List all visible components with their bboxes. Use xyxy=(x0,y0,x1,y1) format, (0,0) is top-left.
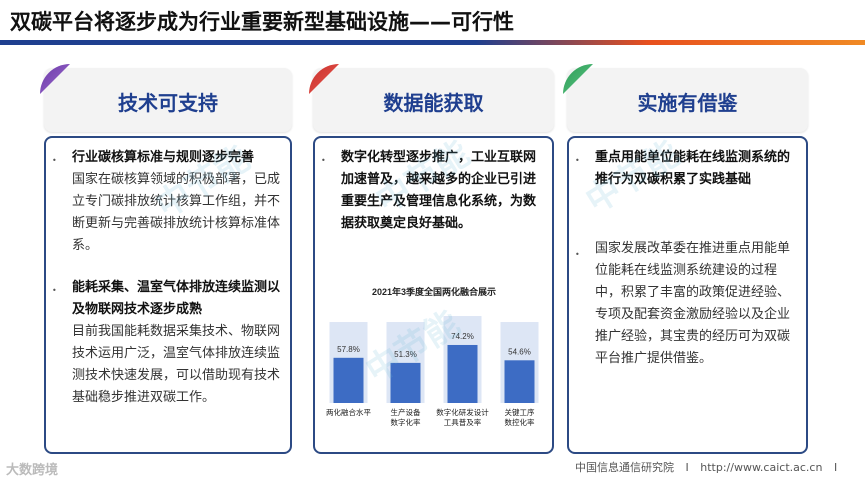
item-heading: 行业碳核算标准与规则逐步完善 xyxy=(72,150,255,165)
data-label: 57.8% xyxy=(337,345,360,354)
item-heading: 能耗采集、温室气体排放连续监测以及物联网技术逐步成熟 xyxy=(72,280,281,317)
footer-separator: I xyxy=(685,461,689,474)
card-header-technology: 技术可支持 xyxy=(40,64,292,132)
card-body-reference: • 重点用能单位能耗在线监测系统的推行为双碳积累了实践基础 • 国家发展改革委在… xyxy=(567,136,808,454)
card-header-reference: 实施有借鉴 xyxy=(563,64,808,132)
bullet-icon: • xyxy=(52,156,57,165)
title-underline xyxy=(0,40,865,45)
footer-url[interactable]: http://www.caict.ac.cn xyxy=(700,461,823,474)
footer: 中国信息通信研究院 I http://www.caict.ac.cn I xyxy=(575,459,845,475)
category-label: 数字化率 xyxy=(391,417,421,427)
item-text: 国家发展改革委在推进重点用能单位能耗在线监测系统建设的过程中，积累了丰富的政策促… xyxy=(595,241,791,366)
bar xyxy=(390,362,421,403)
item-text: 国家在碳核算领域的积极部署，已成立专门碳排放统计核算工作组，并不断更新与完善碳排… xyxy=(72,172,281,253)
fusion-bar-chart: 2021年3季度全国两化融合展示 57.8%两化融合水平51.3%生产设备数字化… xyxy=(326,286,539,427)
card-heading: 实施有借鉴 xyxy=(637,91,738,115)
category-label: 关键工序 xyxy=(505,407,535,417)
category-label: 数字化研发设计 xyxy=(436,407,489,417)
bullet-icon: • xyxy=(52,286,57,295)
footer-separator: I xyxy=(833,461,838,474)
data-label: 54.6% xyxy=(508,347,531,356)
bullet-icon: • xyxy=(321,156,326,165)
corner-logo: 大数跨境 xyxy=(6,463,59,478)
category-label: 生产设备 xyxy=(391,407,421,417)
bar xyxy=(504,360,535,403)
footer-org: 中国信息通信研究院 xyxy=(575,461,674,474)
bar xyxy=(333,357,364,403)
data-label: 51.3% xyxy=(394,350,417,359)
bullet-icon: • xyxy=(575,250,580,259)
chart-title: 2021年3季度全国两化融合展示 xyxy=(372,286,496,297)
card-heading: 技术可支持 xyxy=(118,91,218,115)
item-text: 目前我国能耗数据采集技术、物联网技术运用广泛，温室气体排放连续监测技术快速发展，… xyxy=(72,324,281,405)
bar xyxy=(447,344,478,403)
item-heading: 重点用能单位能耗在线监测系统的推行为双碳积累了实践基础 xyxy=(595,150,791,187)
category-label: 数控化率 xyxy=(505,417,535,427)
card-header-data: 数据能获取 xyxy=(309,64,554,132)
card-body-technology: • 行业碳核算标准与规则逐步完善 国家在碳核算领域的积极部署，已成立专门碳排放统… xyxy=(44,136,292,454)
category-label: 两化融合水平 xyxy=(326,407,371,417)
card-heading: 数据能获取 xyxy=(383,91,484,115)
data-label: 74.2% xyxy=(451,332,474,341)
item-heading: 数字化转型逐步推广，工业互联网加速普及，越来越多的企业已引进重要生产及管理信息化… xyxy=(341,150,537,231)
page-title: 双碳平台将逐步成为行业重要新型基础设施——可行性 xyxy=(10,10,514,34)
bullet-icon: • xyxy=(575,156,580,165)
category-label: 工具普及率 xyxy=(444,417,482,427)
